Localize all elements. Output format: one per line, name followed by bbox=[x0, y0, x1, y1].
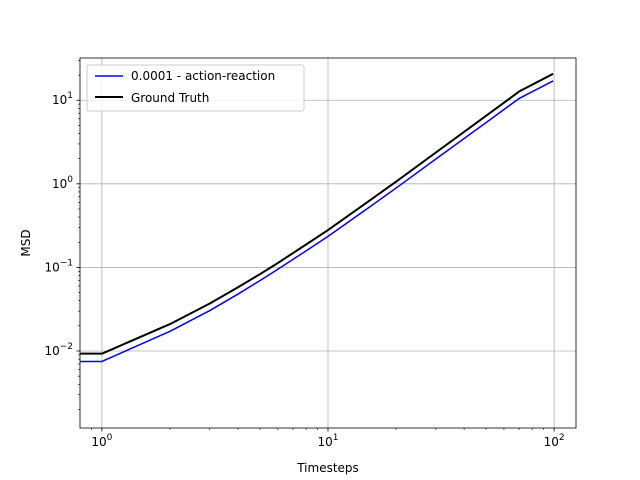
grid-layer bbox=[80, 58, 576, 428]
y-tick-label: 10−2 bbox=[44, 342, 73, 358]
legend-label-action-reaction: 0.0001 - action-reaction bbox=[131, 69, 275, 83]
series-line-ground-truth bbox=[80, 72, 554, 355]
x-axis-label: Timesteps bbox=[296, 461, 359, 475]
legend-frame bbox=[86, 64, 305, 112]
x-tick-label: 100 bbox=[91, 433, 112, 449]
x-tick-label: 102 bbox=[544, 433, 565, 449]
legend: 0.0001 - action-reaction Ground Truth bbox=[86, 64, 305, 112]
y-axis-label: MSD bbox=[19, 229, 33, 256]
legend-label-ground-truth: Ground Truth bbox=[131, 91, 209, 105]
x-tick-label: 101 bbox=[317, 433, 338, 449]
y-tick-label: 10−1 bbox=[44, 258, 73, 274]
y-tick-label: 101 bbox=[52, 91, 73, 107]
tick-layer: 100 101 102 10−2 10−1 100 101 bbox=[44, 60, 565, 449]
y-tick-label: 100 bbox=[52, 175, 73, 191]
series-layer bbox=[80, 72, 554, 363]
series-line-action-reaction bbox=[80, 80, 554, 363]
